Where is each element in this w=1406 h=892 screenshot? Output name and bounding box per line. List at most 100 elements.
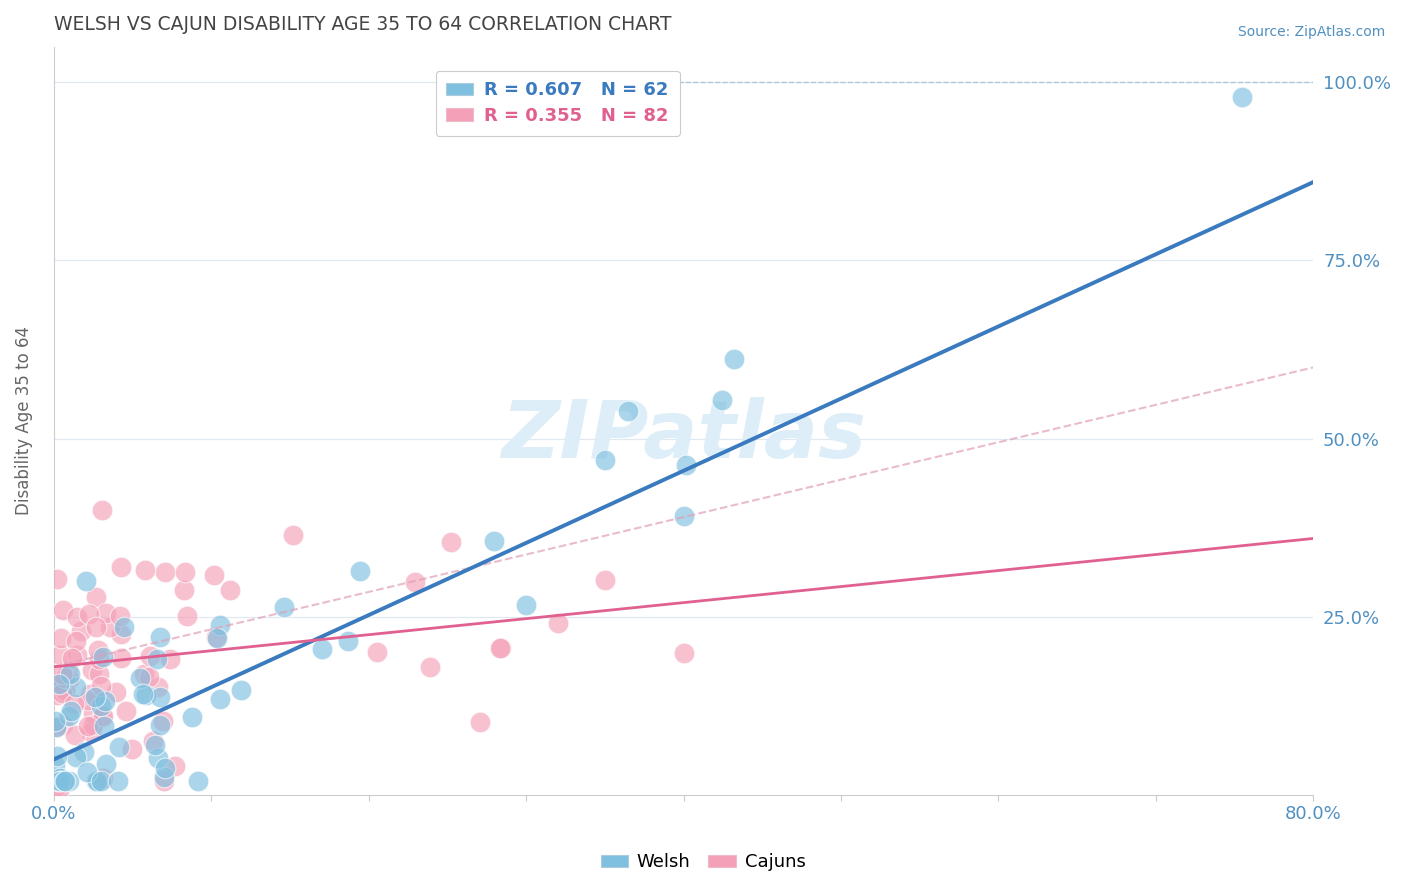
Text: ZIPatlas: ZIPatlas	[501, 397, 866, 475]
Point	[84, 590, 107, 604]
Point	[51, 666, 73, 681]
Point	[49, 631, 72, 645]
Point	[672, 646, 695, 660]
Point	[96, 756, 118, 771]
Point	[176, 609, 198, 624]
Point	[80, 663, 103, 677]
Point	[138, 670, 160, 684]
Point	[675, 458, 697, 472]
Point	[51, 686, 73, 700]
Point	[77, 693, 100, 707]
Point	[80, 725, 103, 739]
Point	[273, 600, 295, 615]
Point	[49, 648, 72, 662]
Point	[105, 684, 128, 698]
Point	[49, 676, 72, 690]
Point	[152, 714, 174, 729]
Point	[44, 780, 66, 795]
Point	[145, 738, 167, 752]
Point	[52, 718, 75, 732]
Point	[46, 688, 69, 702]
Point	[181, 709, 204, 723]
Point	[672, 508, 695, 523]
Point	[110, 650, 132, 665]
Point	[148, 718, 170, 732]
Point	[87, 643, 110, 657]
Point	[79, 607, 101, 621]
Point	[45, 749, 67, 764]
Point	[593, 453, 616, 467]
Point	[94, 606, 117, 620]
Point	[48, 677, 70, 691]
Point	[108, 740, 131, 755]
Point	[82, 706, 104, 720]
Point	[90, 679, 112, 693]
Point	[49, 773, 72, 788]
Point	[56, 665, 79, 679]
Point	[110, 608, 132, 623]
Point	[84, 773, 107, 788]
Point	[129, 671, 152, 685]
Point	[121, 742, 143, 756]
Point	[142, 733, 165, 747]
Point	[63, 728, 86, 742]
Point	[112, 620, 135, 634]
Point	[723, 352, 745, 367]
Point	[146, 751, 169, 765]
Point	[44, 758, 66, 772]
Point	[83, 690, 105, 704]
Point	[132, 687, 155, 701]
Point	[1232, 89, 1254, 103]
Point	[52, 603, 75, 617]
Point	[70, 624, 93, 638]
Point	[59, 667, 82, 681]
Point	[75, 574, 97, 588]
Point	[91, 650, 114, 665]
Point	[65, 681, 87, 695]
Point	[153, 773, 176, 788]
Point	[89, 652, 111, 666]
Point	[91, 710, 114, 724]
Point	[134, 667, 156, 681]
Point	[46, 676, 69, 690]
Point	[107, 773, 129, 788]
Point	[404, 574, 426, 589]
Point	[58, 773, 80, 788]
Y-axis label: Disability Age 35 to 64: Disability Age 35 to 64	[15, 326, 32, 516]
Point	[55, 773, 77, 788]
Point	[66, 648, 89, 662]
Point	[82, 717, 104, 731]
Point	[135, 689, 157, 703]
Point	[229, 683, 252, 698]
Point	[152, 770, 174, 784]
Point	[209, 618, 232, 632]
Point	[617, 404, 640, 418]
Point	[93, 694, 115, 708]
Point	[547, 615, 569, 630]
Point	[60, 650, 83, 665]
Point	[489, 641, 512, 656]
Point	[58, 672, 80, 686]
Point	[65, 609, 87, 624]
Point	[711, 392, 734, 407]
Point	[45, 572, 67, 586]
Point	[52, 773, 75, 788]
Point	[49, 780, 72, 795]
Point	[53, 671, 76, 685]
Point	[468, 714, 491, 729]
Point	[134, 563, 156, 577]
Point	[44, 714, 66, 729]
Point	[90, 773, 112, 788]
Point	[87, 667, 110, 681]
Point	[209, 692, 232, 706]
Point	[146, 651, 169, 665]
Point	[49, 771, 72, 785]
Point	[349, 565, 371, 579]
Point	[174, 565, 197, 579]
Point	[45, 720, 67, 734]
Point	[153, 566, 176, 580]
Point	[187, 773, 209, 788]
Point	[51, 673, 73, 688]
Point	[76, 764, 98, 779]
Point	[163, 759, 186, 773]
